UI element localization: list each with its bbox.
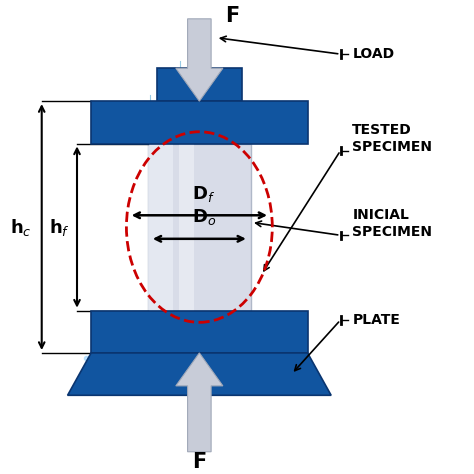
Text: D$_o$: D$_o$ (192, 207, 216, 227)
FancyArrow shape (176, 353, 223, 452)
Text: LOAD: LOAD (352, 47, 394, 61)
Text: D$_f$: D$_f$ (192, 183, 216, 203)
Text: h$_c$: h$_c$ (9, 217, 31, 237)
Text: PLATE: PLATE (352, 313, 400, 327)
Text: F: F (192, 452, 207, 472)
Bar (157, 68, 242, 101)
Bar (91, 310, 308, 353)
Text: TESTED
SPECIMEN: TESTED SPECIMEN (352, 123, 432, 155)
Polygon shape (68, 353, 331, 395)
Text: F: F (225, 7, 239, 27)
Bar (91, 101, 308, 144)
Bar (147, 144, 173, 310)
FancyArrow shape (176, 19, 223, 101)
Bar (147, 144, 251, 310)
Text: INICIAL
SPECIMEN: INICIAL SPECIMEN (352, 208, 432, 239)
Text: h$_f$: h$_f$ (49, 217, 70, 237)
Bar (179, 144, 194, 310)
